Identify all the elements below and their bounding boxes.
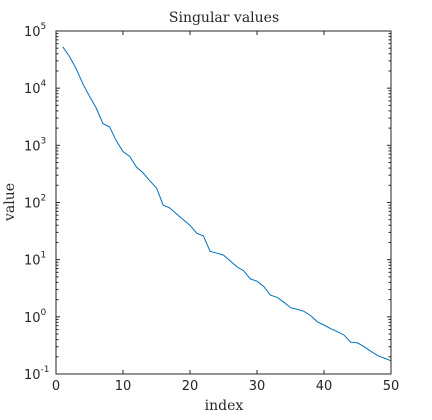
x-tick-label: 10 [115,379,132,394]
y-tick-label-base: 10 [24,25,41,40]
y-tick-label-exponent: 3 [41,136,47,146]
y-axis-label: value [2,183,18,222]
y-tick-label-exponent: 4 [41,79,47,89]
y-tick-label-exponent: 5 [41,22,47,32]
x-tick-label: 20 [182,379,199,394]
y-tick-label-exponent: 0 [41,308,47,318]
y-tick-label-base: 10 [24,197,41,212]
y-tick-label-exponent: 2 [41,194,47,204]
y-tick-label: 104 [24,79,47,97]
y-tick-label: 102 [24,194,46,212]
y-tick-label-exponent: -1 [41,365,50,375]
x-tick-label: 0 [52,379,60,394]
y-tick-label: 100 [24,308,47,326]
plot-area [62,46,392,362]
chart-title: Singular values [169,10,279,26]
y-tick-label-base: 10 [24,311,41,326]
y-tick-label-base: 10 [24,139,41,154]
x-axis-ticks: 0 10 20 30 40 50 [52,31,399,394]
x-tick-label: 40 [316,379,333,394]
y-tick-label: 105 [24,22,46,40]
x-axis-label: index [205,398,244,414]
y-tick-label-base: 10 [24,368,41,383]
series-line [62,46,392,362]
y-tick-label-exponent: 1 [41,251,47,261]
y-tick-label: 101 [24,251,46,269]
y-tick-label: 10-1 [24,365,50,383]
y-tick-label: 103 [24,136,46,154]
x-tick-label: 30 [249,379,266,394]
y-tick-label-base: 10 [24,254,41,269]
x-tick-label: 50 [383,379,400,394]
y-tick-label-base: 10 [24,82,41,97]
axes-box [55,30,392,375]
